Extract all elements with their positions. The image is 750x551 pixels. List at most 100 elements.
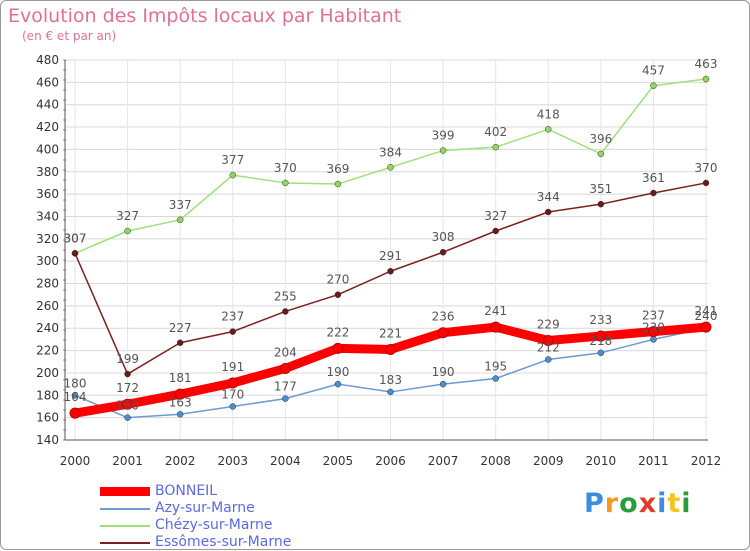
x-tick-label: 2012 — [691, 454, 722, 468]
data-point — [124, 414, 131, 421]
data-label: 190 — [326, 365, 349, 379]
legend-swatch-chezy — [100, 525, 150, 527]
data-point — [650, 189, 657, 197]
x-tick-label: 2000 — [60, 454, 91, 468]
y-tick-label: 160 — [36, 411, 59, 425]
data-point — [334, 291, 342, 298]
x-tick-label: 2001 — [112, 454, 143, 468]
data-point — [71, 250, 79, 257]
legend-label-bonneil: BONNEIL — [155, 483, 218, 499]
data-label: 237 — [221, 310, 244, 324]
data-label: 160 — [116, 399, 139, 413]
legend-swatch-azy — [100, 508, 150, 510]
data-label: 236 — [432, 310, 455, 324]
data-point — [545, 356, 552, 363]
data-point — [279, 362, 291, 374]
data-point — [174, 388, 186, 400]
data-point — [387, 267, 394, 275]
data-label: 172 — [116, 381, 139, 395]
data-point — [650, 336, 657, 343]
legend-label-essomes: Essômes-sur-Marne — [155, 534, 292, 550]
data-label: 204 — [274, 345, 297, 359]
data-point — [176, 339, 184, 347]
y-tick-label: 360 — [36, 187, 59, 201]
data-point — [69, 407, 81, 419]
y-tick-label: 300 — [36, 254, 59, 268]
data-point — [282, 395, 289, 402]
data-label: 195 — [484, 360, 507, 374]
data-label: 241 — [695, 304, 718, 318]
legend-swatch-bonneil — [100, 487, 150, 496]
data-point — [439, 248, 447, 256]
x-tick-label: 2004 — [270, 454, 301, 468]
x-tick-label: 2007 — [428, 454, 459, 468]
legend-label-chezy: Chézy-sur-Marne — [155, 517, 273, 533]
data-labels: 180 160 163 170 177 190 183 190 195 212 218 230 240 3… — [64, 57, 718, 413]
data-label: 291 — [379, 249, 402, 263]
data-point — [545, 126, 552, 133]
data-point — [334, 180, 342, 188]
data-label: 418 — [537, 107, 560, 121]
data-point — [229, 171, 236, 179]
data-point — [492, 375, 499, 382]
data-point — [492, 227, 499, 235]
data-label: 337 — [169, 198, 192, 212]
data-point — [229, 403, 236, 410]
data-label: 227 — [169, 321, 192, 335]
data-label: 163 — [169, 395, 192, 409]
data-point — [597, 150, 605, 158]
data-point — [597, 349, 605, 357]
data-point — [122, 398, 134, 410]
x-tick-label: 2010 — [586, 454, 617, 468]
y-tick-label: 140 — [36, 433, 59, 447]
data-point — [439, 380, 447, 388]
data-label: 164 — [64, 390, 87, 404]
data-label: 361 — [642, 171, 665, 185]
x-tick-label: 2003 — [217, 454, 248, 468]
axes: 140 160 180 200 220 240 260 280 300 320 340 360 380 4… — [36, 53, 721, 468]
x-tick-label: 2006 — [375, 454, 406, 468]
y-tick-label: 320 — [36, 232, 59, 246]
data-label: 457 — [642, 64, 665, 78]
data-point — [542, 335, 554, 347]
y-tick-label: 180 — [36, 388, 59, 402]
data-label: 177 — [274, 380, 297, 394]
data-point — [387, 164, 394, 171]
data-label: 233 — [589, 313, 612, 327]
x-tick-label: 2005 — [323, 454, 354, 468]
data-point — [229, 328, 236, 335]
data-label: 199 — [116, 352, 139, 366]
data-label: 191 — [221, 360, 244, 374]
data-label: 307 — [64, 231, 87, 245]
data-label: 241 — [484, 304, 507, 318]
data-label: 237 — [642, 309, 665, 323]
y-tick-label: 460 — [36, 75, 59, 89]
data-point — [387, 388, 394, 396]
data-label: 384 — [379, 145, 402, 159]
x-tick-label: 2008 — [480, 454, 511, 468]
chart-subtitle: (en € et par an) — [22, 29, 117, 43]
data-label: 240 — [695, 309, 718, 323]
data-label: 218 — [589, 334, 612, 348]
data-label: 170 — [221, 387, 244, 401]
data-label: 402 — [484, 125, 507, 139]
y-tick-label: 380 — [36, 165, 59, 179]
data-label: 344 — [537, 190, 560, 204]
data-point — [647, 326, 659, 338]
y-tick-label: 200 — [36, 366, 59, 380]
data-label: 222 — [326, 325, 349, 339]
data-point — [439, 147, 447, 154]
series-lines — [69, 75, 712, 421]
data-point — [595, 330, 607, 342]
y-tick-label: 260 — [36, 299, 59, 313]
y-tick-label: 340 — [36, 209, 59, 223]
data-label: 370 — [695, 161, 718, 175]
y-tick-label: 420 — [36, 120, 59, 134]
data-point — [597, 200, 605, 208]
data-point — [282, 308, 289, 315]
y-tick-label: 280 — [36, 277, 59, 291]
data-point — [334, 380, 342, 388]
x-tick-label: 2002 — [165, 454, 196, 468]
data-label: 396 — [589, 132, 612, 146]
